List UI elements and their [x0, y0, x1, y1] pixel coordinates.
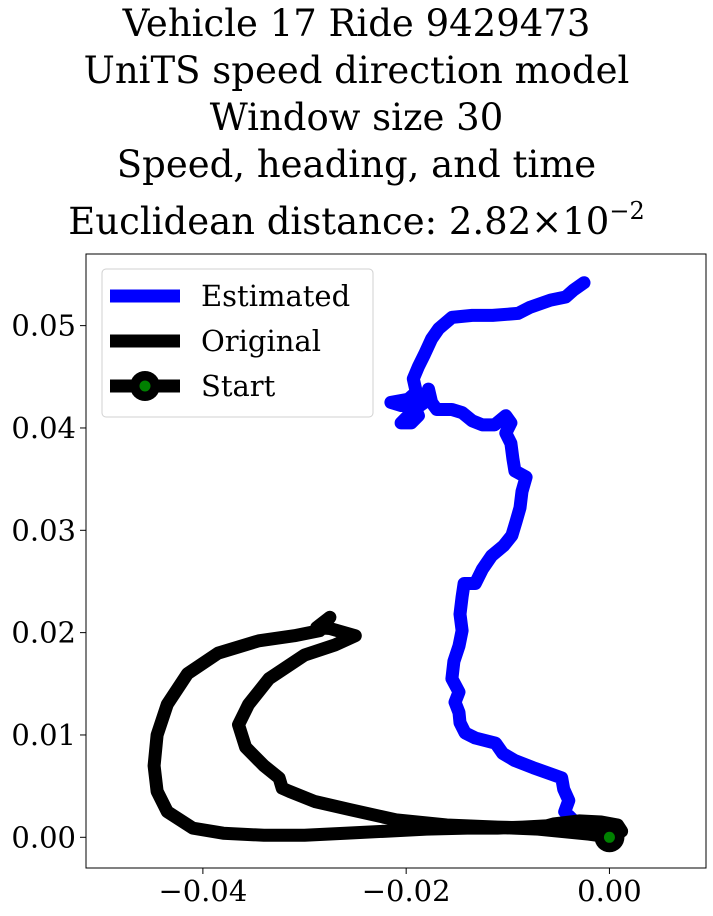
title-line-2: UniTS speed direction model: [83, 49, 630, 92]
series-line-original: [147, 610, 629, 844]
y-tick-label: 0.00: [11, 820, 76, 854]
legend-label-estimated: Estimated: [201, 279, 350, 313]
plot-frame: [85, 253, 707, 869]
x-tick-label: −0.02: [362, 874, 451, 908]
y-tick-label: 0.02: [11, 616, 76, 650]
title-distance-prefix: Euclidean distance: 2.82×10: [68, 200, 610, 243]
title-line-3: Window size 30: [209, 96, 504, 139]
legend-label-start: Start: [201, 369, 276, 403]
title-line-4: Speed, heading, and time: [116, 143, 597, 186]
legend-label-original: Original: [201, 324, 321, 358]
y-tick-label: 0.05: [11, 309, 76, 343]
title-line-5: Euclidean distance: 2.82×10−2: [0, 188, 713, 245]
title-distance-exponent: −2: [609, 197, 645, 225]
series-layer: [147, 276, 629, 853]
series-line-estimated: [384, 276, 616, 844]
legend-start-marker-center: [139, 380, 151, 392]
start-marker-center: [603, 831, 615, 843]
y-tick-label: 0.04: [11, 411, 76, 445]
x-tick-label: −0.04: [158, 874, 247, 908]
legend: Estimated Original Start: [101, 268, 374, 418]
title-line-1: Vehicle 17 Ride 9429473: [122, 2, 591, 45]
y-tick-label: 0.03: [11, 513, 76, 547]
x-tick-label: 0.00: [577, 874, 642, 908]
y-tick-label: 0.01: [11, 718, 76, 752]
axes-layer: −0.04 −0.02 0.00 0.00 0.01 0.02 0.03 0.04 0.05: [11, 309, 641, 908]
chart-title: Vehicle 17 Ride 9429473 UniTS speed dire…: [0, 0, 713, 245]
